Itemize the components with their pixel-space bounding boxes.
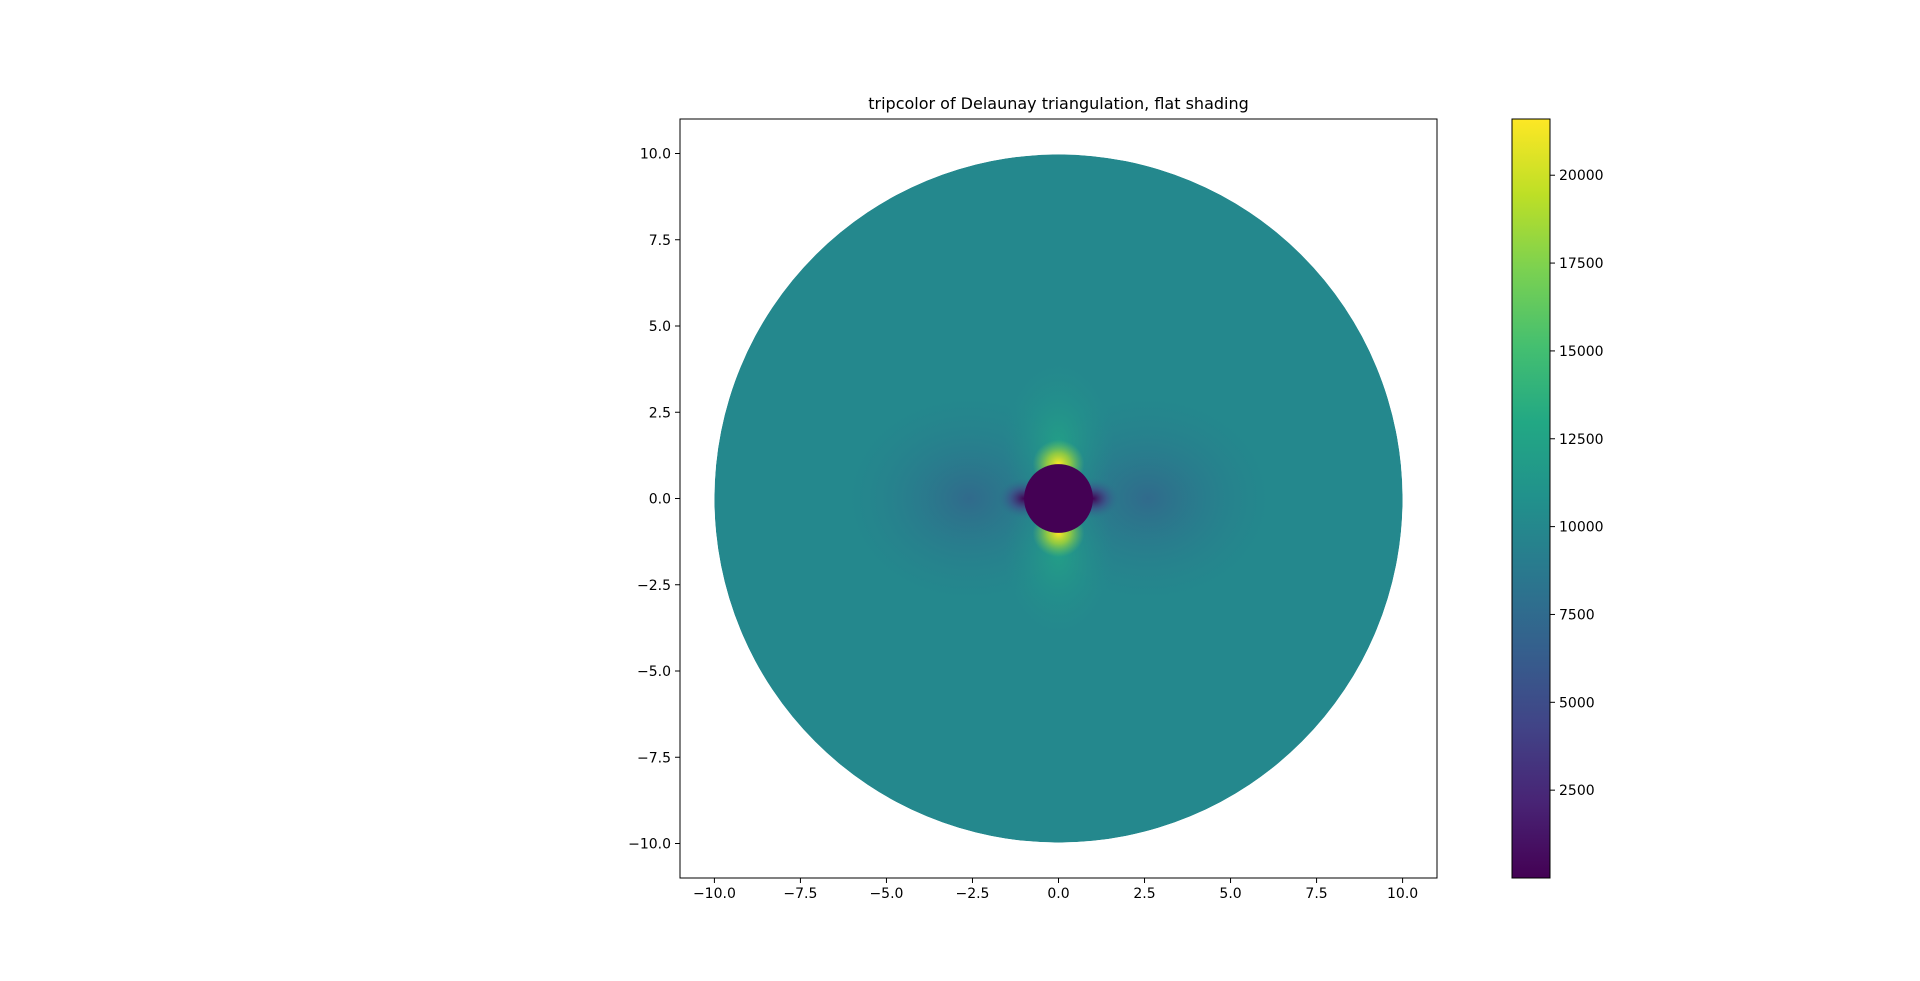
y-tick-label: 2.5 (649, 405, 671, 421)
colorbar-frame (1511, 118, 1551, 879)
colorbar: 2500 5000 7500 10000 12500 15000 17500 20000 (1511, 118, 1604, 879)
colorbar-tick-label: 17500 (1559, 256, 1604, 272)
y-tick-label: 0.0 (649, 492, 671, 508)
x-tick-label: −2.5 (955, 886, 989, 902)
x-tick-label: −10.0 (693, 886, 736, 902)
colorbar-tick-label: 5000 (1559, 695, 1595, 711)
y-axis: 10.0 7.5 5.0 2.5 0.0 −2.5 −5.0 −7.5 −10.0 (628, 147, 680, 853)
colorbar-tick-label: 12500 (1559, 432, 1604, 448)
colorbar-tick-label: 10000 (1559, 520, 1604, 536)
x-axis: −10.0 −7.5 −5.0 −2.5 0.0 2.5 5.0 7.5 10.0 (693, 878, 1418, 902)
x-tick-label: −5.0 (869, 886, 903, 902)
colorbar-tick-label: 7500 (1559, 607, 1595, 623)
colorbar-tick-label: 2500 (1559, 783, 1595, 799)
x-tick-label: 10.0 (1387, 886, 1418, 902)
y-tick-label: −10.0 (628, 837, 671, 853)
y-tick-label: −7.5 (637, 750, 671, 766)
x-tick-label: −7.5 (783, 886, 817, 902)
chart-title: tripcolor of Delaunay triangulation, fla… (868, 94, 1249, 113)
y-tick-label: 5.0 (649, 319, 671, 335)
x-tick-label: 7.5 (1305, 886, 1327, 902)
x-tick-label: 5.0 (1219, 886, 1241, 902)
tripcolor-field (714, 154, 1403, 843)
y-tick-label: 10.0 (640, 147, 671, 163)
y-tick-label: −5.0 (637, 664, 671, 680)
x-tick-label: 0.0 (1047, 886, 1069, 902)
colorbar-tick-label: 20000 (1559, 168, 1604, 184)
colorbar-gradient (1512, 119, 1550, 878)
y-tick-label: 7.5 (649, 233, 671, 249)
plot-area: −10.0 −7.5 −5.0 −2.5 0.0 2.5 5.0 7.5 10.0 10.0 7.… (628, 118, 1438, 902)
y-tick-label: −2.5 (637, 578, 671, 594)
x-tick-label: 2.5 (1133, 886, 1155, 902)
colorbar-ticks: 2500 5000 7500 10000 12500 15000 17500 20000 (1550, 168, 1604, 799)
inner-cylinder (1024, 464, 1093, 533)
colorbar-tick-label: 15000 (1559, 344, 1604, 360)
